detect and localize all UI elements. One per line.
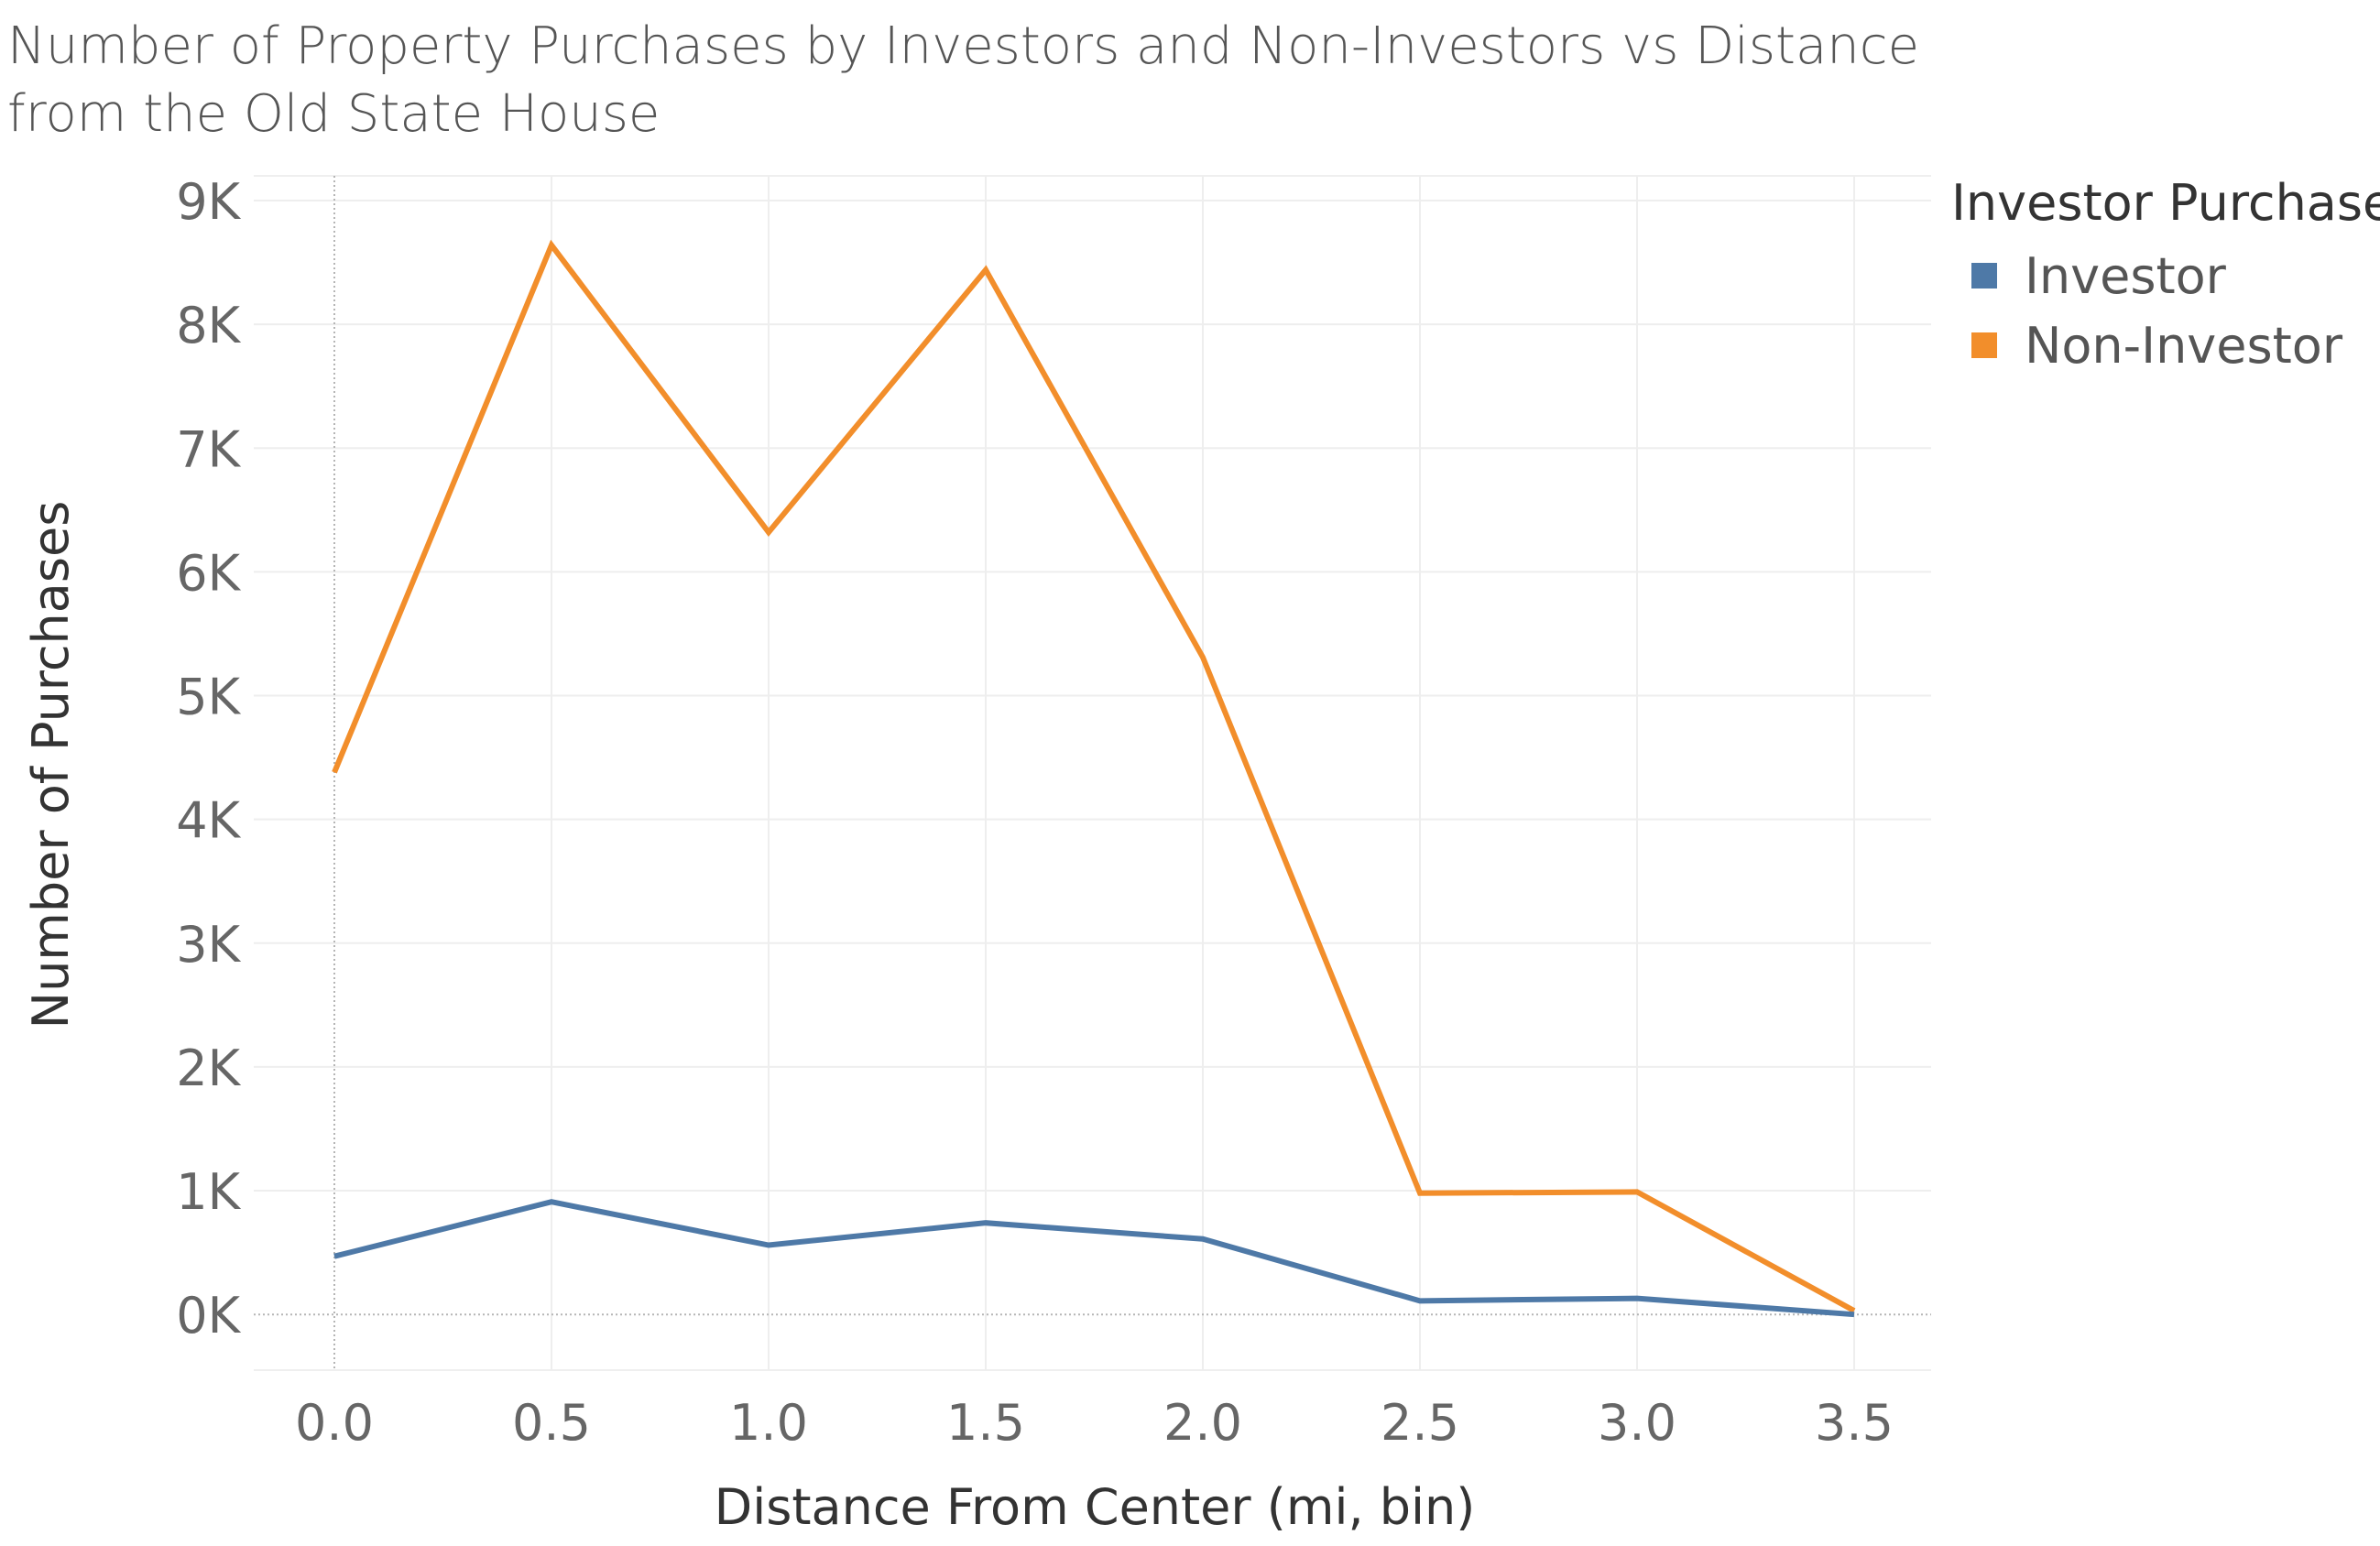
legend: Investor Purchase Investor Non-Investor: [1951, 174, 2380, 380]
y-tick-label: 3K: [176, 916, 241, 974]
legend-item-investor[interactable]: Investor: [1951, 241, 2380, 310]
legend-item-non-investor[interactable]: Non-Investor: [1951, 310, 2380, 380]
legend-swatch-investor: [1971, 263, 1997, 289]
y-tick-label: 0K: [176, 1287, 241, 1345]
x-axis-ticks: 0.0 0.5 1.0 1.5 2.0 2.5 3.0 3.5: [295, 1394, 1894, 1452]
legend-swatch-non-investor: [1971, 332, 1997, 358]
y-tick-label: 9K: [176, 173, 241, 231]
y-tick-label: 4K: [176, 792, 241, 850]
x-tick-label: 2.5: [1381, 1394, 1459, 1452]
grid-layer: [254, 175, 1931, 1371]
y-tick-label: 6K: [176, 544, 241, 602]
legend-title: Investor Purchase: [1951, 174, 2380, 232]
zero-lines: [254, 176, 1931, 1370]
series-layer: [332, 239, 1856, 1318]
y-tick-label: 2K: [176, 1040, 241, 1097]
x-tick-label: 1.5: [946, 1394, 1025, 1452]
legend-label-non-investor: Non-Investor: [2025, 316, 2343, 375]
x-tick-label: 2.0: [1163, 1394, 1242, 1452]
y-tick-label: 7K: [176, 420, 241, 478]
x-tick-label: 3.5: [1815, 1394, 1894, 1452]
y-axis-title: Number of Purchases: [22, 501, 80, 1029]
y-tick-label: 8K: [176, 297, 241, 354]
x-tick-label: 0.0: [295, 1394, 374, 1452]
legend-label-investor: Investor: [2025, 246, 2226, 305]
series-line-investor[interactable]: [333, 1199, 1855, 1318]
y-tick-label: 1K: [176, 1163, 241, 1221]
series-line-non-investor[interactable]: [332, 239, 1856, 1313]
x-tick-label: 1.0: [729, 1394, 808, 1452]
y-axis-ticks: 0K 1K 2K 3K 4K 5K 6K 7K 8K 9K: [176, 173, 241, 1345]
x-tick-label: 3.0: [1598, 1394, 1676, 1452]
chart-title: Number of Property Purchases by Investor…: [7, 16, 1920, 144]
y-tick-label: 5K: [176, 669, 241, 726]
x-axis-title: Distance From Center (mi, bin): [715, 1478, 1476, 1536]
x-tick-label: 0.5: [512, 1394, 591, 1452]
